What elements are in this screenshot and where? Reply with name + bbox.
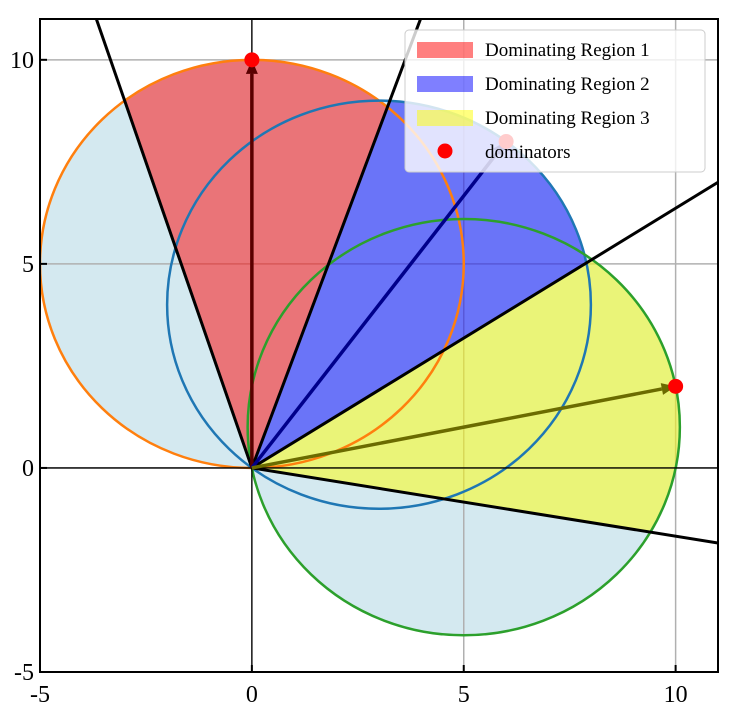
- plot-area: [40, 19, 718, 672]
- y-tick-label: 0: [22, 456, 34, 482]
- x-tick-label: 10: [664, 682, 688, 708]
- plot-frame: [39, 18, 719, 673]
- x-tick-label: -5: [30, 682, 50, 708]
- legend-marker: [437, 143, 453, 159]
- y-tick-label: 10: [10, 48, 34, 74]
- boundary-ray: [250, 19, 422, 469]
- boundary-ray: [251, 180, 718, 470]
- circle-edge: [246, 217, 682, 637]
- region: [124, 59, 388, 468]
- region: [251, 100, 587, 468]
- y-tick-label: 5: [22, 252, 34, 278]
- legend-label: Dominating Region 2: [485, 74, 650, 95]
- dominator-point: [668, 378, 684, 394]
- y-tick-label: -5: [14, 660, 34, 686]
- x-tick-label: 0: [246, 682, 258, 708]
- arrow-shaft: [250, 151, 499, 470]
- boundary-ray: [251, 466, 718, 545]
- legend-swatch: [417, 76, 473, 92]
- overlay: -5 0 5 10 -5 0 5 10 Dominating Region 1 Dominatin…: [10, 18, 719, 708]
- legend-label: Dominating Region 3: [485, 108, 650, 129]
- legend-label: dominators: [485, 142, 571, 163]
- legend-box: [404, 29, 706, 173]
- dominator-point: [244, 52, 260, 68]
- legend-label: Dominating Region 1: [485, 40, 650, 61]
- region: [251, 259, 680, 533]
- boundary-ray: [94, 19, 254, 469]
- x-tick-label: 5: [458, 682, 470, 708]
- arrow-shaft: [251, 387, 663, 470]
- legend-swatch: [417, 110, 473, 126]
- circle-edge: [165, 99, 593, 510]
- legend-swatch: [417, 42, 473, 58]
